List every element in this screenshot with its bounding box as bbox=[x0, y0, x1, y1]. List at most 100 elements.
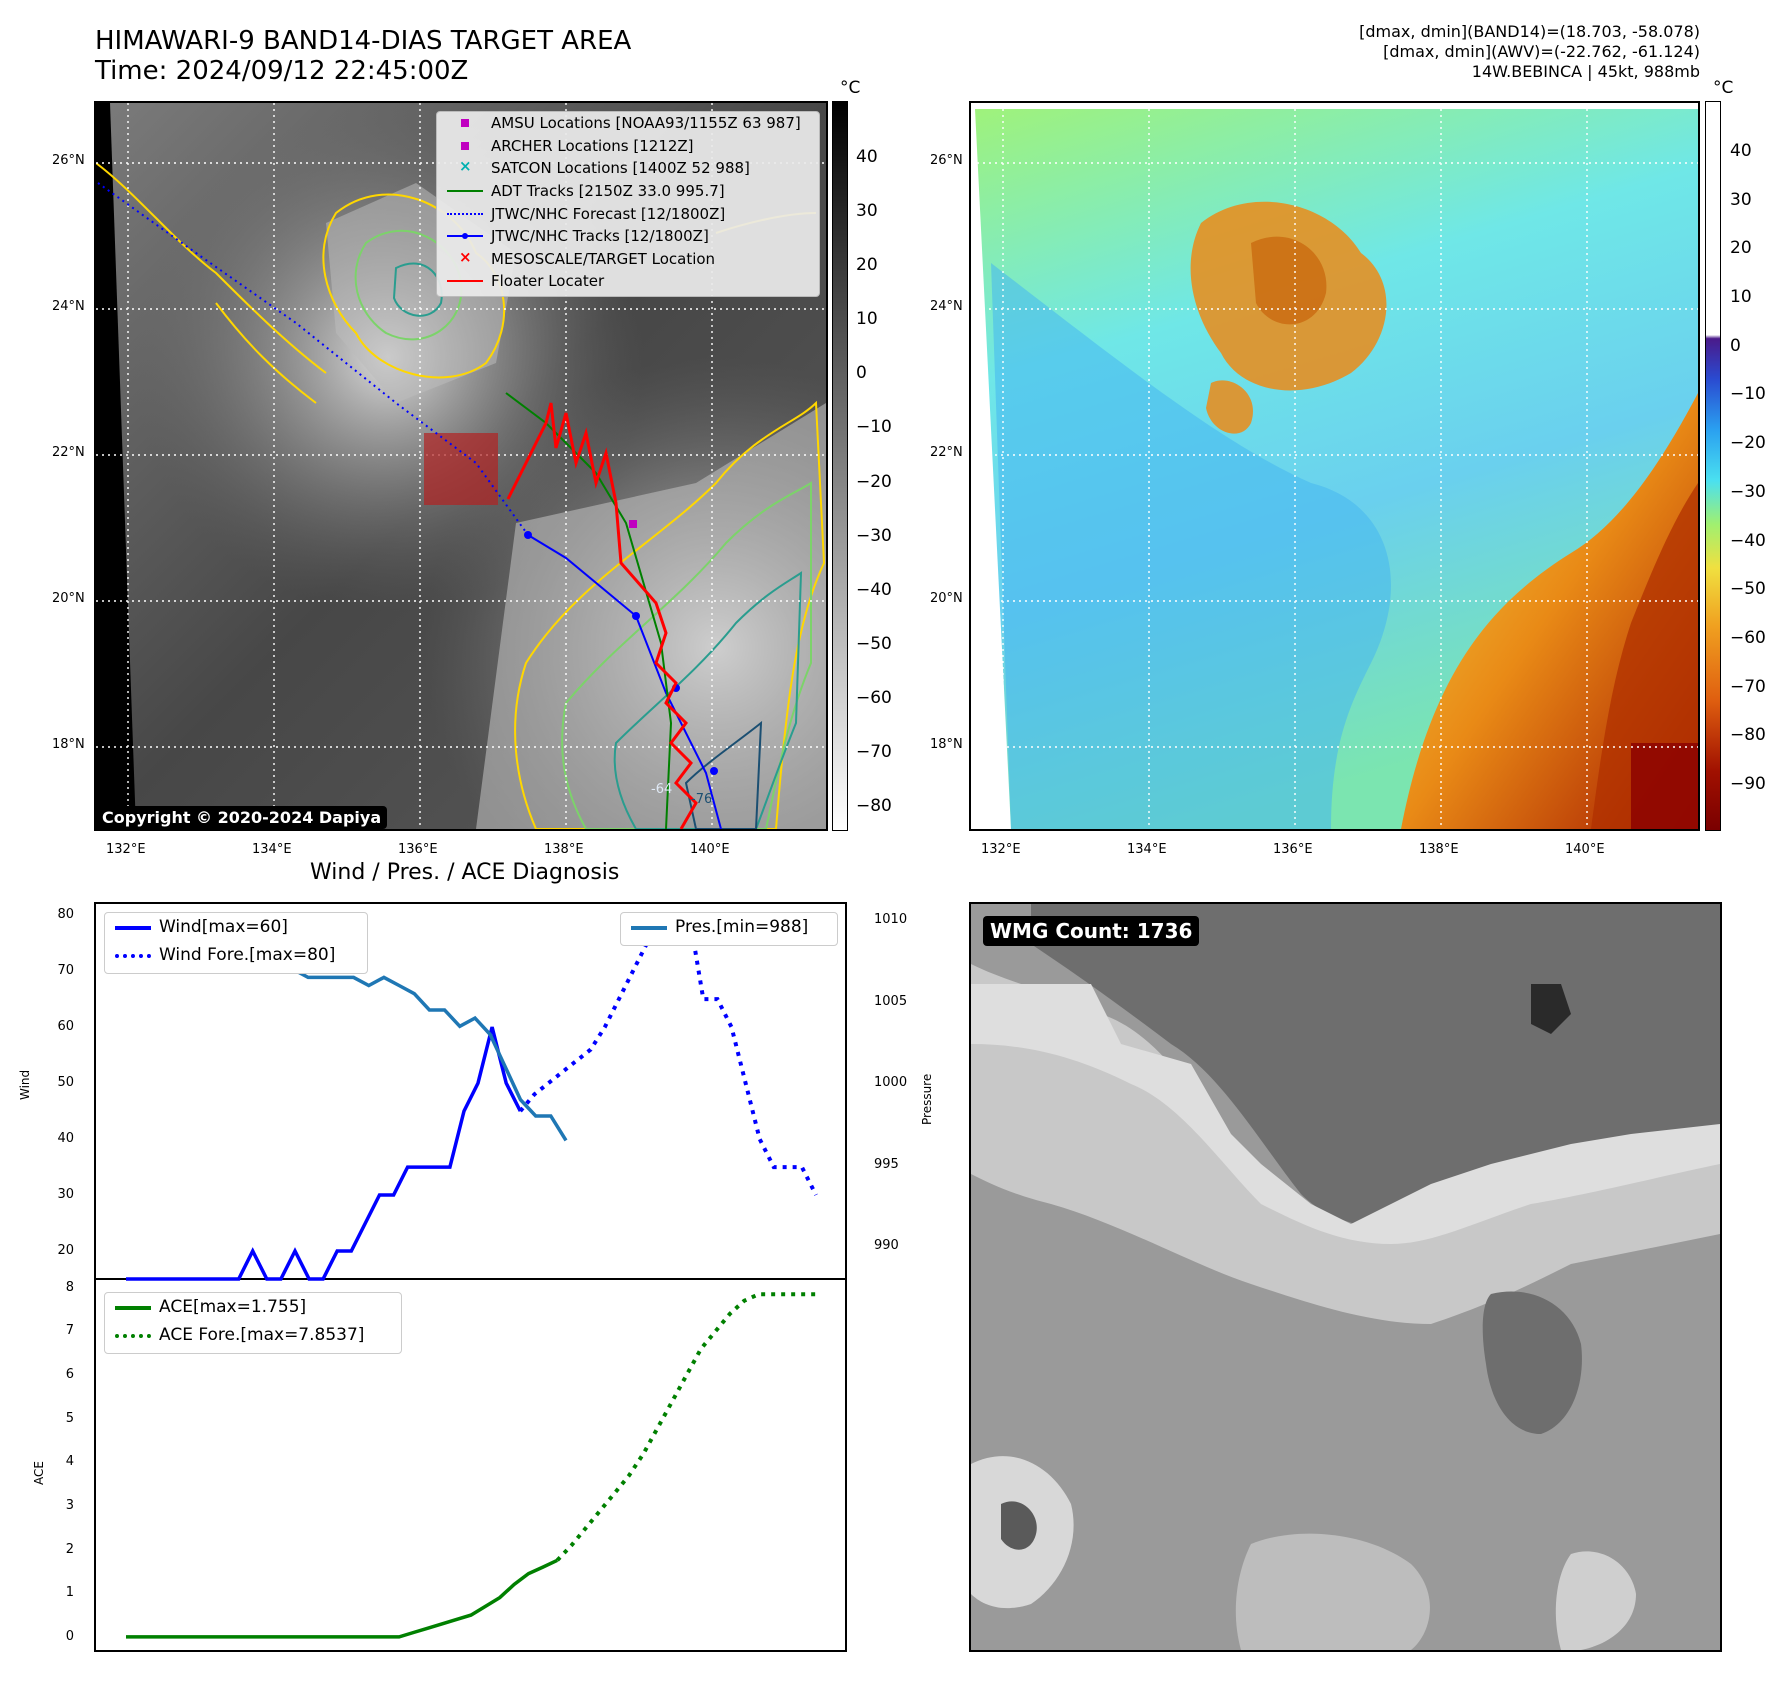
diagnosis-title: Wind / Pres. / ACE Diagnosis bbox=[310, 860, 620, 885]
colorbar-tick-label: 0 bbox=[1730, 335, 1741, 356]
map-legend: AMSU Locations [NOAA93/1155Z 63 987] ARCH… bbox=[436, 111, 820, 297]
legend-symbol-icon: × bbox=[459, 247, 472, 266]
lon-tick-label: 138°E bbox=[1419, 842, 1459, 857]
colorbar-tick-label: −60 bbox=[856, 687, 892, 708]
legend-label: ARCHER Locations [1212Z] bbox=[491, 136, 694, 155]
pressure-legend: Pres.[min=988] bbox=[620, 912, 838, 946]
axis-tick-label: 1005 bbox=[874, 993, 908, 1009]
lat-tick-label: 26°N bbox=[52, 153, 85, 168]
legend-label: Wind Fore.[max=80] bbox=[159, 945, 336, 965]
map-legend-item: Floater Locater bbox=[437, 270, 819, 293]
legend-label: AMSU Locations [NOAA93/1155Z 63 987] bbox=[491, 114, 801, 133]
axis-tick-label: 995 bbox=[874, 1156, 899, 1172]
map-legend-item: × SATCON Locations [1400Z 52 988] bbox=[437, 157, 819, 180]
colorbar-tick-label: −40 bbox=[856, 579, 892, 600]
colorbar-tick-label: −50 bbox=[1730, 579, 1766, 600]
axis-tick-label: 2 bbox=[65, 1541, 74, 1557]
legend-item-ace: ACE[max=1.755] bbox=[105, 1293, 401, 1321]
axis-tick-label: 6 bbox=[65, 1367, 74, 1383]
ace-forecast-line bbox=[555, 1292, 816, 1562]
map-legend-item: JTWC/NHC Tracks [12/1800Z] bbox=[437, 225, 819, 248]
legend-label: SATCON Locations [1400Z 52 988] bbox=[491, 159, 750, 178]
legend-label: ACE Fore.[max=7.8537] bbox=[159, 1325, 365, 1345]
axis-tick-label: 7 bbox=[65, 1323, 74, 1339]
colorbar-tick-label: −50 bbox=[856, 633, 892, 654]
axis-tick-label: 4 bbox=[65, 1454, 74, 1470]
colorbar-tick-label: −10 bbox=[856, 417, 892, 438]
colorbar-tick-label: 40 bbox=[1730, 141, 1752, 161]
lat-tick-label: 24°N bbox=[930, 299, 963, 314]
lon-tick-label: 132°E bbox=[981, 842, 1021, 857]
wmg-image bbox=[971, 904, 1720, 1650]
info-panel: [dmax, dmin](BAND14)=(18.703, -58.078) [… bbox=[1359, 22, 1700, 82]
colorbar-tick-label: −70 bbox=[856, 741, 892, 762]
legend-item-ace-forecast: ACE Fore.[max=7.8537] bbox=[105, 1321, 401, 1349]
legend-symbol-icon bbox=[447, 229, 483, 243]
legend-label: JTWC/NHC Forecast [12/1800Z] bbox=[491, 204, 726, 223]
map-legend-item: JTWC/NHC Forecast [12/1800Z] bbox=[437, 202, 819, 225]
target-area-box bbox=[424, 433, 498, 505]
legend-label: Wind[max=60] bbox=[159, 917, 288, 937]
lon-tick-label: 134°E bbox=[1127, 842, 1167, 857]
contour-label: -76 bbox=[691, 792, 712, 807]
diagnosis-panel: Wind[max=60] Wind Fore.[max=80] Pres.[mi… bbox=[94, 902, 847, 1652]
legend-symbol-icon bbox=[447, 207, 483, 221]
left-colorbar bbox=[832, 101, 848, 831]
legend-label: ACE[max=1.755] bbox=[159, 1297, 307, 1317]
axis-tick-label: 80 bbox=[57, 907, 74, 923]
colorbar-tick-label: −20 bbox=[1730, 433, 1766, 454]
axis-tick-label: 70 bbox=[57, 963, 74, 979]
ace-observed-line bbox=[126, 1558, 559, 1639]
axis-tick-label: 990 bbox=[874, 1238, 899, 1254]
map-legend-item: ADT Tracks [2150Z 33.0 995.7] bbox=[437, 180, 819, 203]
legend-symbol-icon bbox=[447, 274, 483, 288]
lon-tick-label: 136°E bbox=[1273, 842, 1313, 857]
axis-tick-label: 60 bbox=[57, 1019, 74, 1035]
map-legend-item: AMSU Locations [NOAA93/1155Z 63 987] bbox=[437, 112, 819, 135]
axis-tick-label: 3 bbox=[65, 1497, 74, 1513]
lon-tick-label: 140°E bbox=[690, 842, 730, 857]
legend-label: Pres.[min=988] bbox=[675, 917, 809, 937]
colorbar-tick-label: −20 bbox=[856, 471, 892, 492]
ace-legend: ACE[max=1.755] ACE Fore.[max=7.8537] bbox=[104, 1292, 402, 1354]
lat-tick-label: 24°N bbox=[52, 299, 85, 314]
axis-tick-label: 20 bbox=[57, 1243, 74, 1258]
lat-tick-label: 20°N bbox=[52, 591, 85, 606]
figure-title: HIMAWARI-9 BAND14-DIAS TARGET AREA bbox=[95, 26, 632, 56]
legend-symbol-icon bbox=[447, 184, 483, 198]
figure-time: Time: 2024/09/12 22:45:00Z bbox=[95, 56, 469, 86]
colorbar-tick-label: 0 bbox=[856, 363, 867, 384]
legend-label: JTWC/NHC Tracks [12/1800Z] bbox=[491, 227, 709, 246]
lon-tick-label: 134°E bbox=[252, 842, 292, 857]
legend-symbol-icon bbox=[447, 139, 483, 153]
lon-tick-label: 138°E bbox=[544, 842, 584, 857]
legend-label: Floater Locater bbox=[491, 272, 605, 291]
colorbar-tick-label: 30 bbox=[856, 201, 878, 222]
colorbar-tick-label: 20 bbox=[856, 255, 878, 276]
colorbar-tick-label: 30 bbox=[1730, 189, 1752, 210]
floater-locater-track bbox=[506, 402, 698, 829]
lat-tick-label: 18°N bbox=[52, 737, 85, 752]
lat-tick-label: 20°N bbox=[930, 591, 963, 606]
lat-tick-label: 22°N bbox=[52, 445, 85, 460]
copyright-badge: Copyright © 2020-2024 Dapiya bbox=[96, 806, 388, 829]
axis-tick-label: 50 bbox=[57, 1075, 74, 1091]
archer-marker bbox=[629, 520, 637, 528]
map-legend-item: ARCHER Locations [1212Z] bbox=[437, 135, 819, 158]
colorbar-tick-label: −30 bbox=[856, 525, 892, 546]
wind-axis-label: Wind bbox=[18, 1069, 32, 1100]
colorbar-tick-label: 10 bbox=[1730, 287, 1752, 308]
axis-tick-label: 8 bbox=[65, 1279, 74, 1295]
legend-item-wind: Wind[max=60] bbox=[105, 913, 367, 941]
colorbar-tick-label: −80 bbox=[1730, 725, 1766, 746]
map-legend-item: × MESOSCALE/TARGET Location bbox=[437, 248, 819, 271]
colorbar-tick-label: −40 bbox=[1730, 530, 1766, 551]
lon-tick-label: 136°E bbox=[398, 842, 438, 857]
ir-enhanced-image bbox=[971, 103, 1698, 829]
legend-item-wind-forecast: Wind Fore.[max=80] bbox=[105, 941, 367, 969]
right-colorbar bbox=[1705, 101, 1721, 831]
contour-label: -64 bbox=[651, 782, 672, 797]
wind-forecast-line bbox=[518, 913, 818, 1196]
lat-tick-label: 22°N bbox=[930, 445, 963, 460]
info-band14-range: [dmax, dmin](BAND14)=(18.703, -58.078) bbox=[1359, 22, 1700, 41]
